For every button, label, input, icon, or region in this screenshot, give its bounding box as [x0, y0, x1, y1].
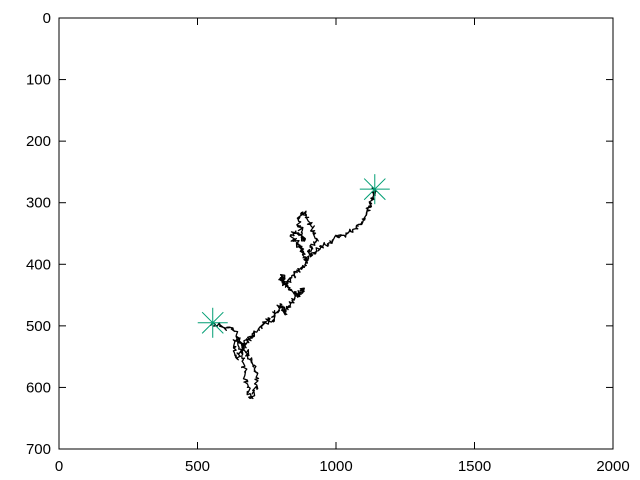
- y-tick-label: 600: [26, 379, 51, 396]
- y-tick-label: 400: [26, 256, 51, 273]
- asterisk-marker: [359, 174, 390, 205]
- x-tick-label: 1000: [319, 458, 352, 475]
- x-tick-label: 2000: [596, 458, 629, 475]
- series-line-0: [210, 187, 377, 400]
- asterisk-stroke: [363, 178, 386, 201]
- asterisk-stroke: [201, 311, 224, 334]
- y-tick-label: 700: [26, 441, 51, 458]
- y-tick-label: 100: [26, 72, 51, 89]
- axis-ticks: 0 500 1000 1500 2000 0 100 200 300 400 500 600 700: [26, 10, 630, 475]
- series-layer: [210, 187, 377, 400]
- y-tick-label: 300: [26, 195, 51, 212]
- y-tick-label: 200: [26, 133, 51, 150]
- plot-frame: [58, 17, 614, 450]
- x-tick-label: 500: [185, 458, 210, 475]
- marker-layer: [197, 174, 390, 338]
- y-tick-label: 0: [43, 10, 51, 27]
- asterisk-marker: [197, 307, 228, 338]
- y-tick-label: 500: [26, 318, 51, 335]
- x-tick-label: 0: [55, 458, 63, 475]
- x-tick-label: 1500: [458, 458, 491, 475]
